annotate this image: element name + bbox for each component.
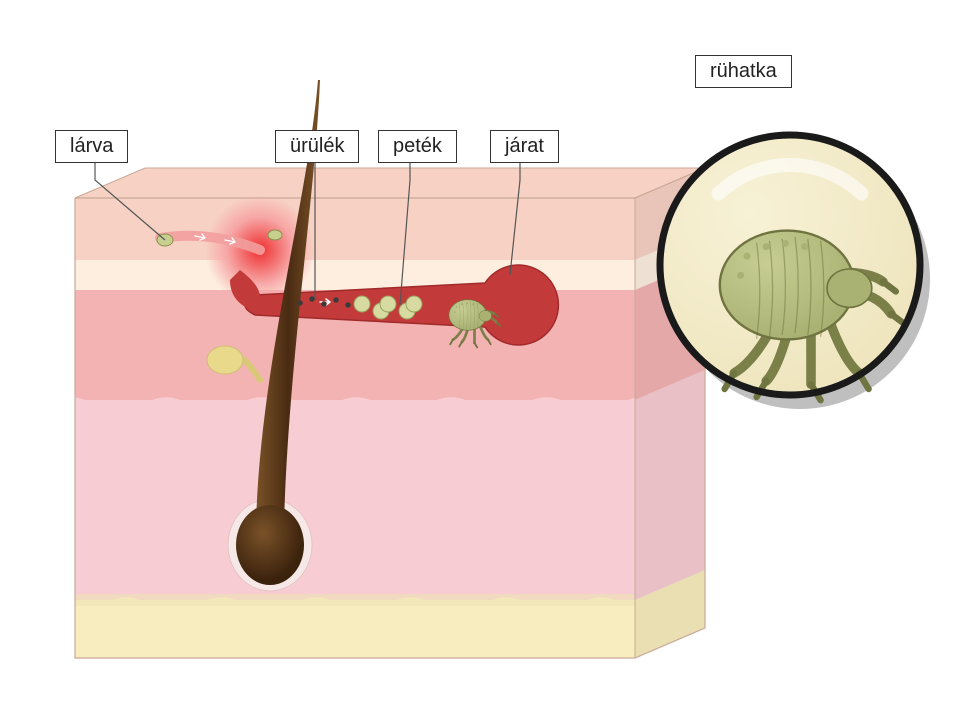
egg: [354, 296, 370, 312]
label-mite: rühatka: [695, 55, 792, 88]
egg: [406, 296, 422, 312]
sebaceous-gland: [207, 346, 243, 374]
feces-dot: [321, 301, 326, 306]
label-burrow: járat: [490, 130, 559, 163]
label-eggs: peték: [378, 130, 457, 163]
feces-dot: [345, 302, 350, 307]
feces-dot: [333, 297, 338, 302]
label-feces: ürülék: [275, 130, 359, 163]
skin-top-face: [75, 168, 705, 198]
skin-front-layer: [75, 198, 635, 260]
egg: [380, 296, 396, 312]
hair-bulb: [236, 505, 304, 585]
label-larva: lárva: [55, 130, 128, 163]
diagram-svg: [0, 0, 960, 720]
feces-dot: [309, 296, 314, 301]
dermis-wave: [75, 397, 635, 600]
feces-dot: [297, 300, 302, 305]
